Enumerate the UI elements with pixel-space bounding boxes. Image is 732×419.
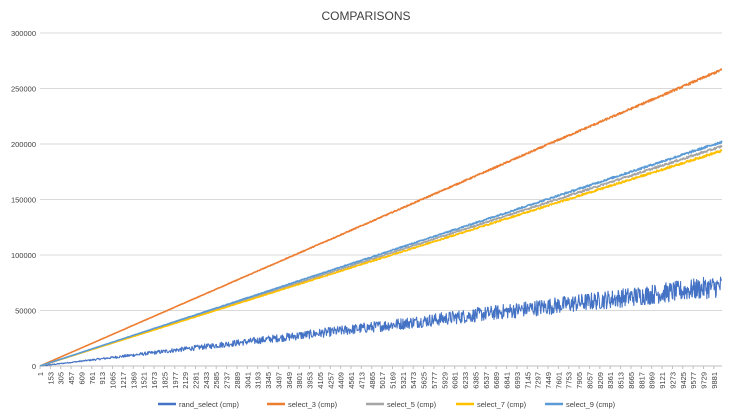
legend-label: select_5 (cmp) xyxy=(387,400,437,409)
x-tick-label: 6689 xyxy=(492,372,501,389)
x-tick-label: 9729 xyxy=(700,372,709,389)
x-tick-label: 3041 xyxy=(243,372,252,389)
x-tick-label: 4561 xyxy=(347,372,356,389)
x-tick-label: 7601 xyxy=(554,372,563,389)
y-tick-label: 100000 xyxy=(11,251,36,260)
x-tick-label: 305 xyxy=(57,372,66,385)
x-tick-label: 913 xyxy=(98,372,107,385)
x-tick-label: 3497 xyxy=(274,372,283,389)
x-tick-label: 2889 xyxy=(233,372,242,389)
x-tick-label: 8665 xyxy=(627,372,636,389)
x-tick-label: 2737 xyxy=(223,372,232,389)
x-tick-label: 9121 xyxy=(658,372,667,389)
series-line-rand-select-cmp- xyxy=(39,276,723,367)
x-tick-label: 1521 xyxy=(140,372,149,389)
series-line-select-3-cmp- xyxy=(39,68,723,367)
x-tick-label: 7145 xyxy=(523,372,532,389)
legend-label: select_7 (cmp) xyxy=(477,400,527,409)
legend-label: select_9 (cmp) xyxy=(566,400,616,409)
x-tick-label: 153 xyxy=(46,372,55,385)
x-tick-label: 457 xyxy=(67,372,76,385)
x-tick-label: 1369 xyxy=(129,372,138,389)
x-tick-label: 4865 xyxy=(368,372,377,389)
x-tick-label: 5321 xyxy=(399,372,408,389)
x-tick-label: 5625 xyxy=(420,372,429,389)
x-tick-label: 8513 xyxy=(617,372,626,389)
x-tick-label: 1977 xyxy=(171,372,180,389)
y-tick-label: 0 xyxy=(32,362,36,371)
y-tick-label: 200000 xyxy=(11,140,36,149)
x-tick-label: 4713 xyxy=(357,372,366,389)
x-tick-label: 609 xyxy=(77,372,86,385)
x-tick-label: 8361 xyxy=(606,372,615,389)
y-tick-label: 150000 xyxy=(11,196,36,205)
x-tick-label: 761 xyxy=(88,372,97,385)
x-tick-label: 5777 xyxy=(430,372,439,389)
x-tick-label: 5929 xyxy=(440,372,449,389)
x-tick-label: 5169 xyxy=(388,372,397,389)
series-line-select-7-cmp- xyxy=(39,149,723,367)
x-tick-label: 7297 xyxy=(534,372,543,389)
x-tick-label: 6385 xyxy=(471,372,480,389)
x-tick-label: 9425 xyxy=(679,372,688,389)
x-tick-label: 1 xyxy=(36,372,45,376)
x-tick-label: 1065 xyxy=(109,372,118,389)
x-tick-label: 8817 xyxy=(637,372,646,389)
x-tick-label: 1825 xyxy=(160,372,169,389)
x-tick-label: 3801 xyxy=(295,372,304,389)
x-tick-label: 2585 xyxy=(212,372,221,389)
x-tick-label: 7905 xyxy=(575,372,584,389)
x-tick-label: 6233 xyxy=(461,372,470,389)
y-tick-label: 50000 xyxy=(15,307,36,316)
legend-label: rand_select (cmp) xyxy=(179,400,240,409)
y-tick-label: 300000 xyxy=(11,29,36,38)
legend-label: select_3 (cmp) xyxy=(288,400,338,409)
x-tick-label: 4105 xyxy=(316,372,325,389)
x-tick-label: 2433 xyxy=(202,372,211,389)
x-tick-label: 9273 xyxy=(668,372,677,389)
x-tick-label: 4257 xyxy=(326,372,335,389)
x-tick-label: 1217 xyxy=(119,372,128,389)
x-tick-label: 5473 xyxy=(409,372,418,389)
x-tick-label: 6993 xyxy=(513,372,522,389)
x-tick-label: 8057 xyxy=(585,372,594,389)
x-tick-label: 6537 xyxy=(482,372,491,389)
x-tick-label: 7753 xyxy=(565,372,574,389)
y-tick-label: 250000 xyxy=(11,85,36,94)
x-tick-label: 3649 xyxy=(285,372,294,389)
x-tick-label: 9577 xyxy=(689,372,698,389)
x-tick-label: 7449 xyxy=(544,372,553,389)
x-tick-label: 8209 xyxy=(596,372,605,389)
x-tick-label: 4409 xyxy=(337,372,346,389)
x-tick-label: 9881 xyxy=(710,372,719,389)
chart-title: COMPARISONS xyxy=(321,9,410,23)
x-tick-label: 6841 xyxy=(503,372,512,389)
x-tick-label: 3345 xyxy=(264,372,273,389)
x-tick-label: 3193 xyxy=(254,372,263,389)
x-tick-label: 2281 xyxy=(192,372,201,389)
x-tick-label: 8969 xyxy=(648,372,657,389)
x-tick-label: 3953 xyxy=(306,372,315,389)
x-tick-label: 1673 xyxy=(150,372,159,389)
series-line-select-9-cmp- xyxy=(39,140,723,367)
x-tick-label: 6081 xyxy=(451,372,460,389)
x-tick-label: 5017 xyxy=(378,372,387,389)
x-tick-label: 2129 xyxy=(181,372,190,389)
